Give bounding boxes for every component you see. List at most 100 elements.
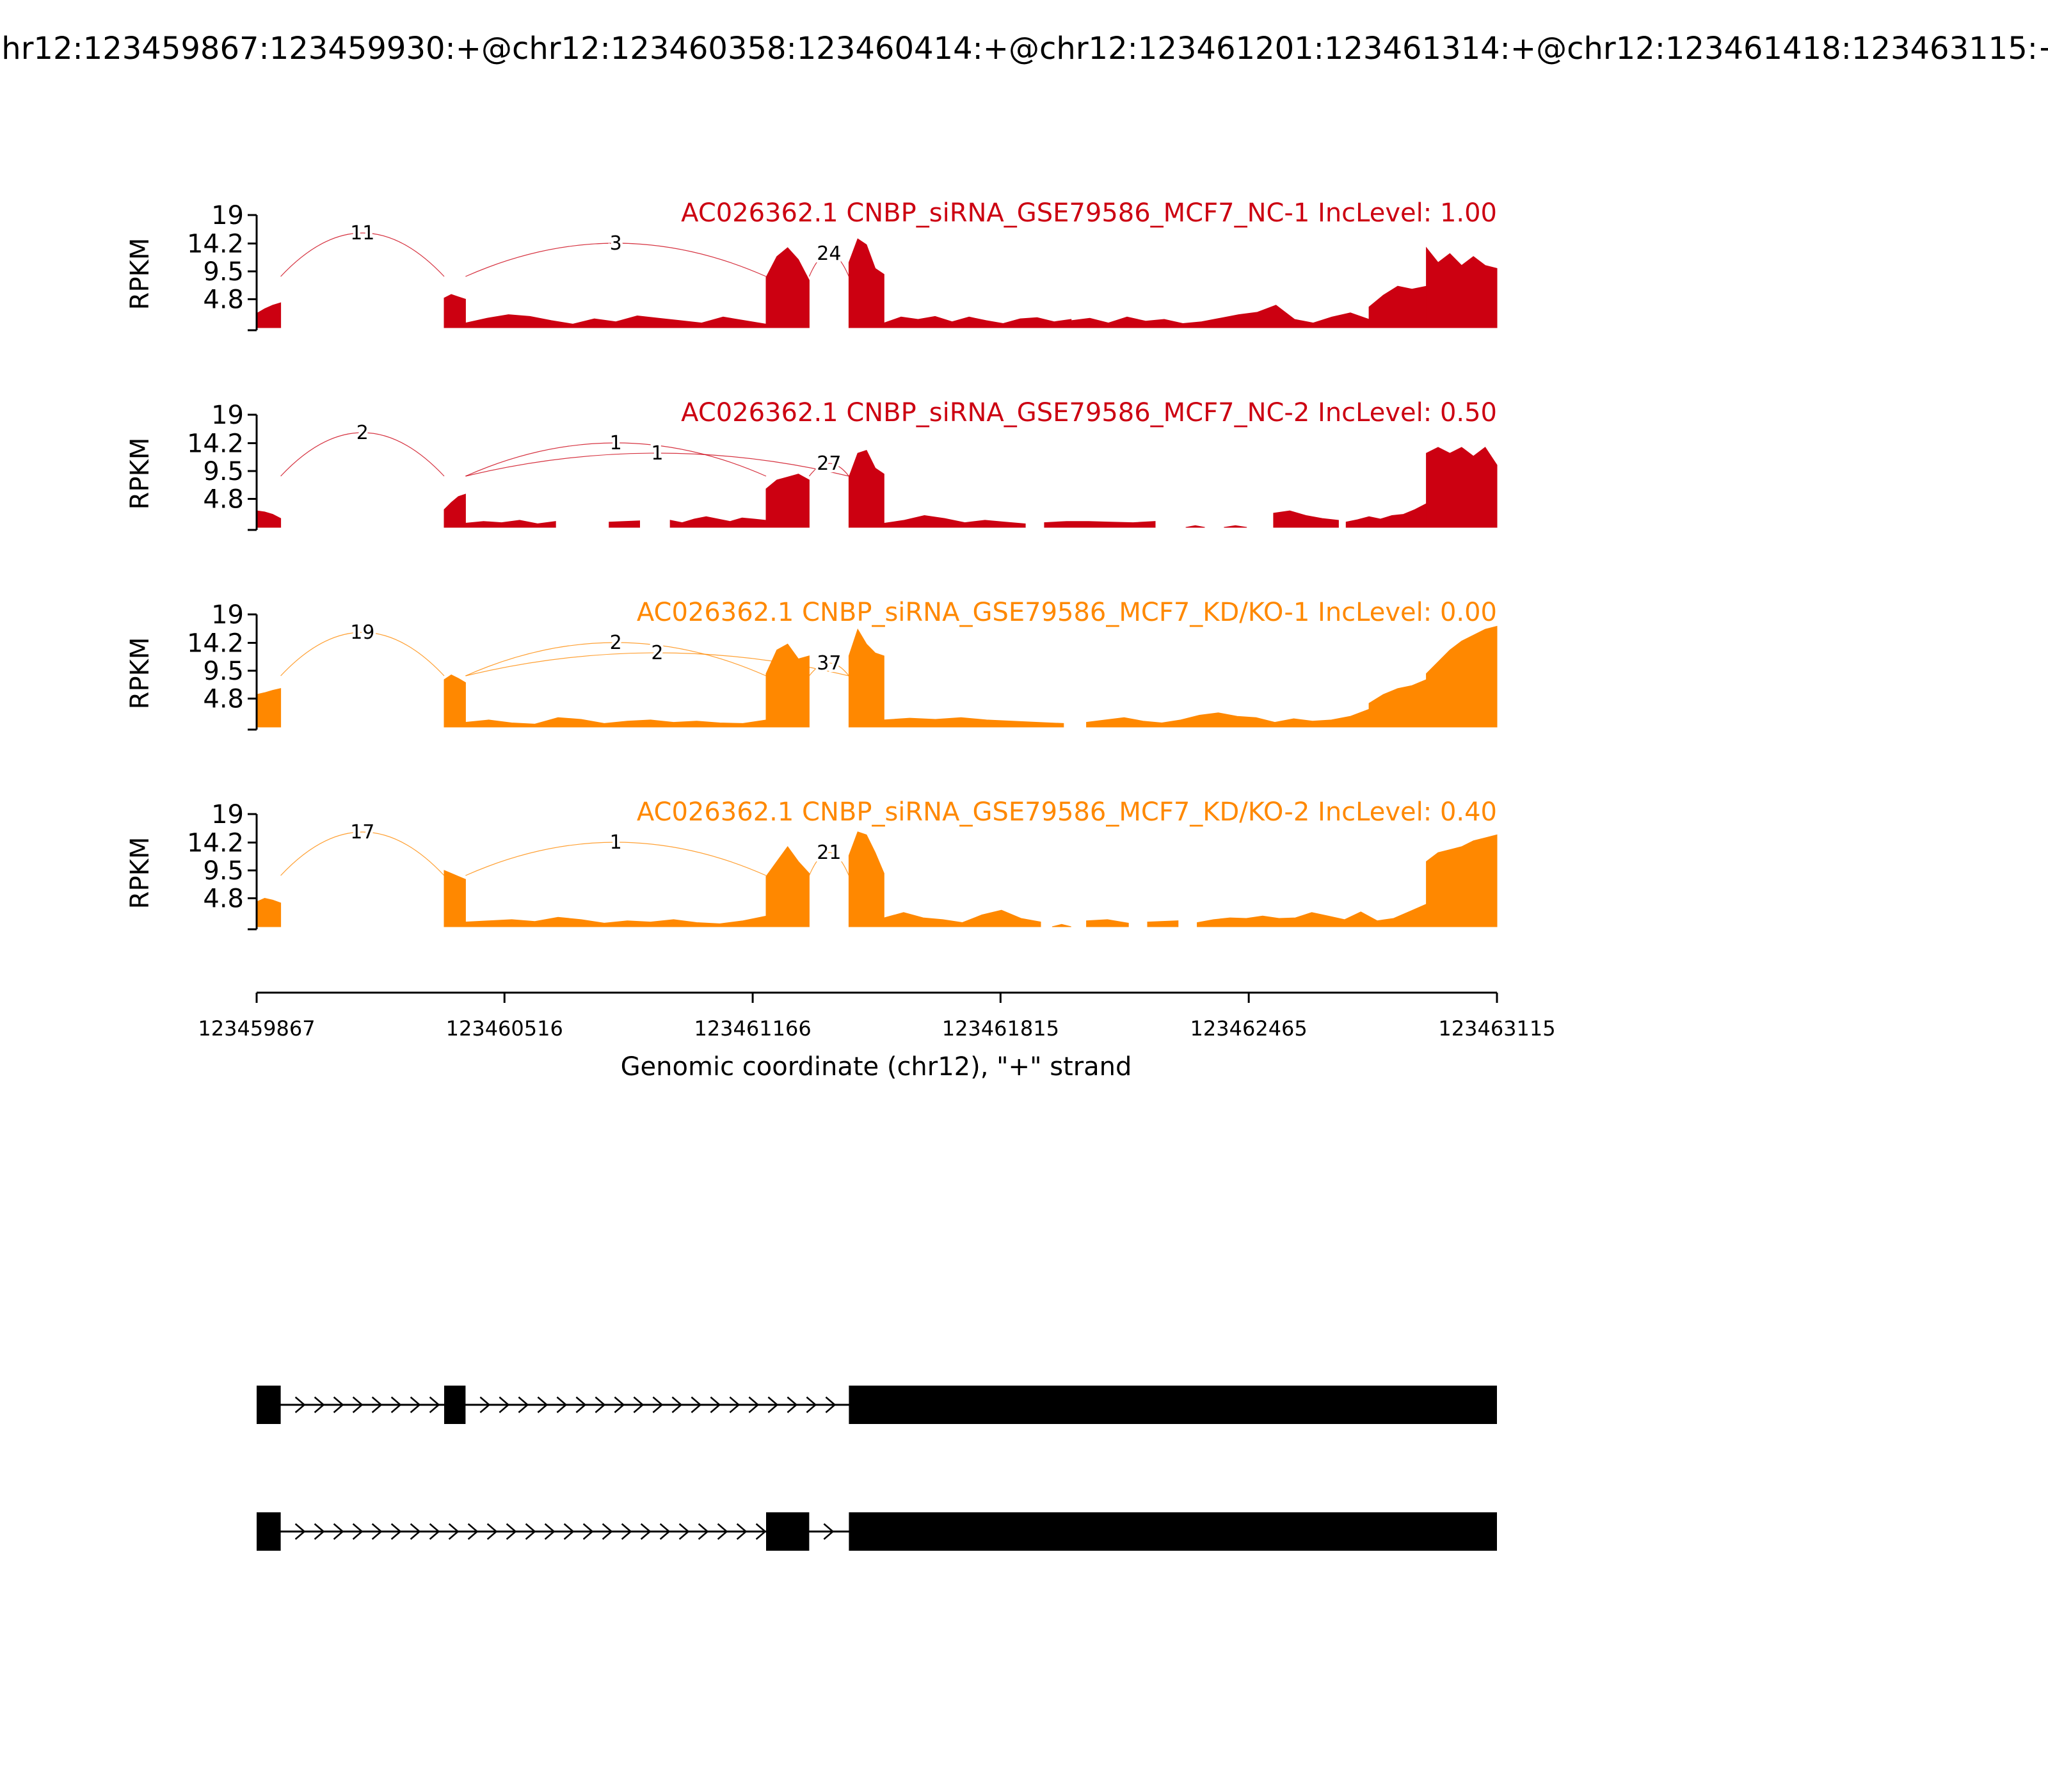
junction-arc [808,662,849,676]
strand-chevron [467,1523,479,1540]
y-tick-label: 19 [211,800,244,829]
coverage-area [1086,708,1370,728]
coverage-area [1368,679,1427,728]
y-axis-label: RPKM [125,438,155,510]
junction-count-label: 1 [610,432,622,454]
junction-arc [808,852,849,876]
strand-chevron [390,1396,402,1413]
coverage-area [848,238,884,328]
junction-count-label: 1 [651,442,663,465]
strand-chevron [717,1523,728,1540]
isoform-structures [257,1386,1497,1551]
strand-chevron [518,1396,529,1413]
junction-arc [280,232,445,277]
coverage-area [465,717,767,728]
coverage-area [444,294,466,328]
coverage-area [465,520,556,528]
y-tick-label: 4.8 [203,485,244,515]
y-tick-label: 9.5 [203,257,244,287]
strand-chevron [671,1396,683,1413]
strand-chevron [448,1523,460,1540]
x-axis: 123459867 123460516 123461166 123461815 1234… [198,991,1556,1041]
coverage-area [765,846,810,927]
strand-chevron [556,1396,568,1413]
strand-chevron [294,1523,306,1540]
y-tick-label: 9.5 [203,657,244,686]
strand-chevron [294,1396,306,1413]
sample-title: AC026362.1 CNBP_siRNA_GSE79586_MCF7_KD/K… [637,797,1497,827]
sample-title: AC026362.1 CNBP_siRNA_GSE79586_MCF7_NC-1… [681,198,1497,228]
y-axis-label: RPKM [125,637,155,710]
coverage-area [1086,919,1129,927]
strand-chevron [633,1396,644,1413]
coverage-area [256,897,282,927]
strand-chevron [729,1396,740,1413]
strand-chevron [652,1396,664,1413]
strand-chevron [563,1523,575,1540]
strand-chevron [825,1396,836,1413]
strand-chevron [525,1523,536,1540]
junction-arc [280,831,445,876]
junction-count-label: 17 [350,821,374,844]
y-tick-label: 14.2 [187,628,244,658]
junction-arc [465,652,849,676]
strand-chevron [352,1396,364,1413]
strand-chevron [429,1523,440,1540]
strand-chevron [537,1396,548,1413]
strand-chevron [333,1523,344,1540]
junction-count-label: 27 [817,452,841,475]
exon-block [766,1512,810,1551]
strand-chevron [659,1523,671,1540]
strand-chevron [691,1396,702,1413]
junction-arc [280,432,445,477]
coverage-area [848,628,884,728]
strand-chevron [806,1396,817,1413]
strand-chevron [499,1396,510,1413]
coverage-area [669,516,767,528]
strand-chevron [595,1396,606,1413]
coverage-area [256,688,282,728]
x-tick-label: 123463115 [1438,1016,1555,1041]
coverage-area [883,909,1041,927]
x-tick-label: 123459867 [198,1016,315,1041]
coverage-area [1147,920,1179,927]
junction-arc [465,642,767,676]
y-tick-label: 19 [211,201,244,230]
junction-count-label: 2 [610,632,622,654]
y-tick-label: 19 [211,401,244,430]
isoform-row [257,1386,1497,1424]
coverage-area [609,520,640,528]
coverage-area [1044,521,1156,528]
junction-arc [465,243,767,277]
strand-chevron [736,1523,748,1540]
exon-block [257,1386,281,1424]
y-tick-label: 19 [211,600,244,630]
coverage-area [444,493,466,528]
coverage-area [848,831,884,927]
figure-title: chr12:123459867:123459930:+@chr12:123460… [0,31,2048,67]
strand-chevron [544,1523,556,1540]
sample-track: 17 1 21 4.89.514.219 RPKM AC026362.1 CNBP_siR… [125,797,1498,931]
strand-chevron [823,1523,835,1540]
coverage-area [1426,246,1498,328]
x-axis-label: Genomic coordinate (chr12), "+" strand [621,1052,1132,1082]
strand-chevron [640,1523,652,1540]
coverage-area [765,474,810,528]
junction-count-label: 21 [817,842,841,864]
strand-chevron [410,1396,421,1413]
junction-arc [808,253,849,277]
strand-chevron [602,1523,613,1540]
junction-arc [465,452,849,477]
strand-chevron [390,1523,402,1540]
x-tick-label: 123461815 [942,1016,1059,1041]
exon-block [849,1386,1497,1424]
strand-chevron [678,1523,690,1540]
exon-block [849,1512,1497,1551]
strand-chevron [314,1523,325,1540]
coverage-area [465,915,767,927]
exon-block [444,1386,466,1424]
coverage-area [1071,305,1370,328]
